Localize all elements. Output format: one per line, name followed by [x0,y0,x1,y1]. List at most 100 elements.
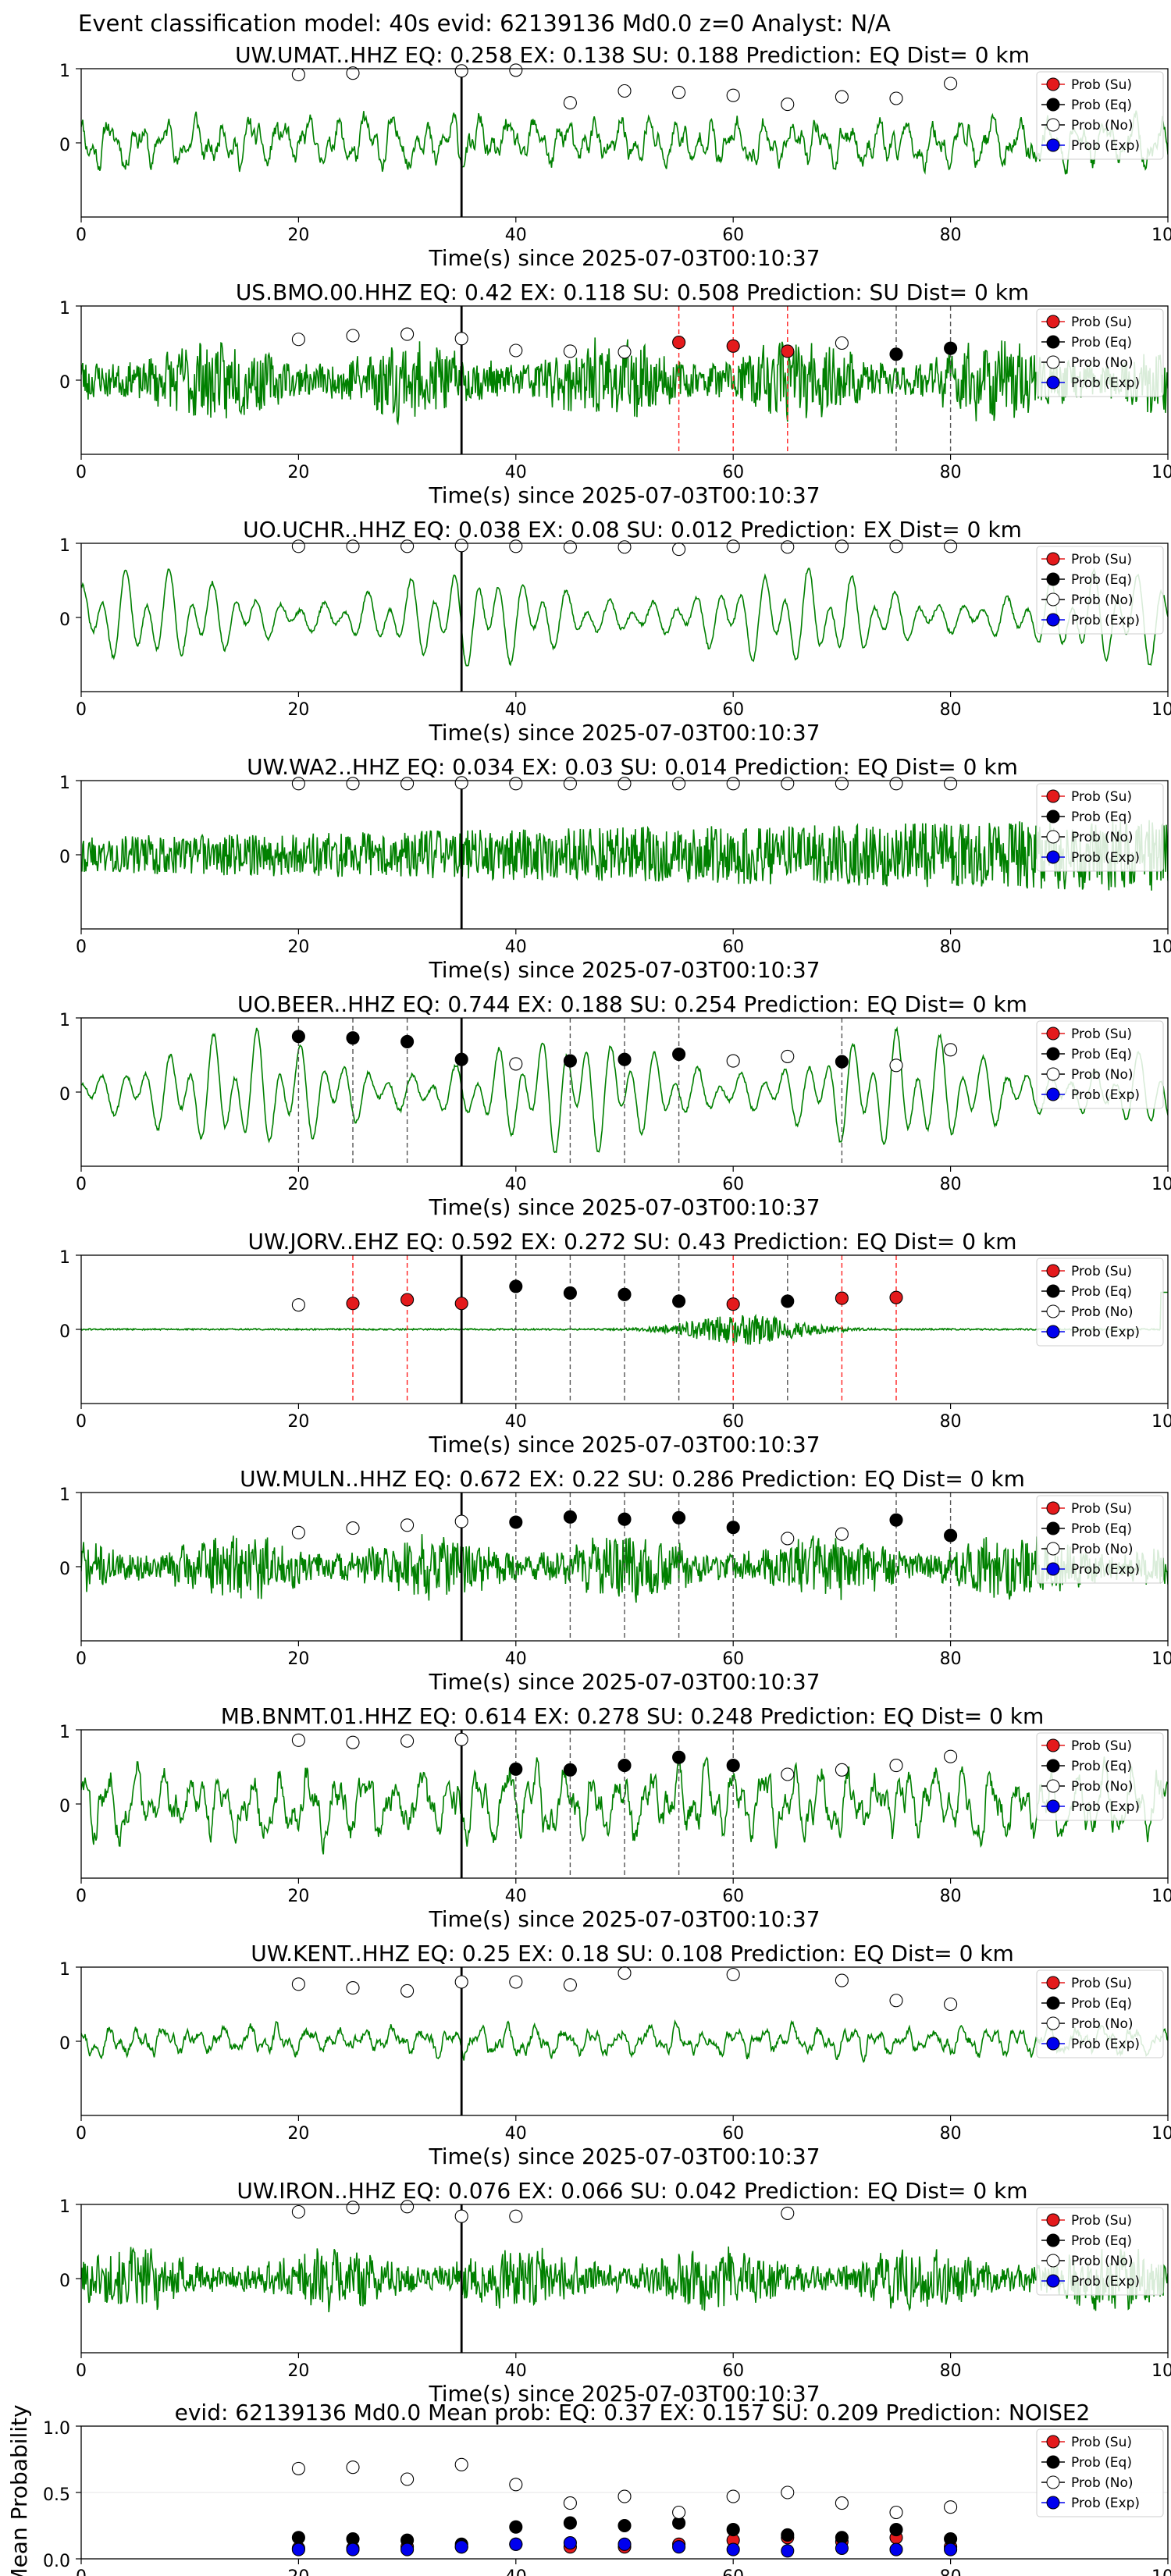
mean-prob-point [726,2489,740,2503]
legend-label: Prob (No) [1071,1304,1134,1320]
legend-label: Prob (Su) [1071,1738,1132,1754]
legend-label: Prob (Su) [1071,552,1132,568]
legend-frame [1036,2428,1164,2517]
station-panel: UW.UMAT..HHZ EQ: 0.258 EX: 0.138 SU: 0.1… [59,42,1171,271]
legend-label: Prob (Exp) [1071,2037,1140,2052]
prob-point [672,777,686,791]
prob-point [400,327,415,341]
legend-label: Prob (Eq) [1071,2233,1132,2249]
x-tick-label: 60 [722,1649,744,1669]
legend: Prob (Su) Prob (Eq) Prob (No) Prob (Exp) [1036,783,1164,872]
mean-prob-point [509,2478,523,2492]
y-tick-label: 0 [59,1322,70,1342]
mean-prob-point [509,2520,523,2534]
panel-title: UO.UCHR..HHZ EQ: 0.038 EX: 0.08 SU: 0.01… [243,517,1022,543]
mean-prob-point [944,2500,958,2514]
legend-label: Prob (No) [1071,2016,1134,2032]
prob-point [400,1034,415,1048]
legend-label: Prob (Eq) [1071,98,1132,113]
prob-point [346,66,360,80]
legend-marker [1046,2496,1060,2510]
legend-frame [1036,1020,1164,1109]
prob-point [509,1515,523,1529]
panel-title: US.BMO.00.HHZ EQ: 0.42 EX: 0.118 SU: 0.5… [236,279,1029,305]
legend-label: Prob (No) [1071,1542,1134,1557]
prob-point [400,2200,415,2214]
x-tick-label: 100 [1151,1887,1171,1906]
legend-label: Prob (Exp) [1071,613,1140,628]
prob-point [835,1763,849,1777]
legend-marker [1046,1562,1060,1576]
prob-point [563,1286,577,1300]
prob-point [509,343,523,358]
prob-point [509,1057,523,1071]
legend-label: Prob (Exp) [1071,138,1140,154]
legend-label: Prob (No) [1071,2475,1134,2491]
x-tick-label: 20 [287,2124,309,2144]
panel-title: UW.WA2..HHZ EQ: 0.034 EX: 0.03 SU: 0.014… [247,754,1018,780]
panel-title: UW.UMAT..HHZ EQ: 0.258 EX: 0.138 SU: 0.1… [235,42,1030,68]
prob-point [509,539,523,553]
mean-prob-point [726,2542,740,2556]
waveform-line [81,110,1168,175]
legend-marker [1046,375,1060,390]
x-axis-label: Time(s) since 2025-07-03T00:10:37 [428,2144,820,2169]
legend-frame [1036,1969,1164,2058]
prob-point [346,329,360,343]
waveform-line [81,820,1168,891]
mean-prob-point [346,2542,360,2556]
prob-point [291,1977,305,1991]
prob-point [889,1994,903,2008]
x-tick-label: 0 [76,1887,87,1906]
x-tick-label: 60 [722,1887,744,1906]
legend-label: Prob (Su) [1071,77,1132,93]
legend-label: Prob (Eq) [1071,1759,1132,1774]
prob-point [563,1763,577,1777]
mean-prob-point [400,2472,415,2486]
panel-title: UW.KENT..HHZ EQ: 0.25 EX: 0.18 SU: 0.108… [251,1941,1014,1966]
prob-point [291,1525,305,1539]
legend: Prob (Su) Prob (Eq) Prob (No) Prob (Exp) [1036,1020,1164,1109]
x-tick-label: 40 [505,938,527,957]
legend-label: Prob (Su) [1071,1501,1132,1517]
y-tick-label: 1 [59,62,70,81]
legend: Prob (Su) Prob (Eq) Prob (No) Prob (Exp) [1036,308,1164,397]
x-tick-label: 40 [505,463,527,482]
station-panel: UW.KENT..HHZ EQ: 0.25 EX: 0.18 SU: 0.108… [59,1941,1171,2169]
mean-prob-point [944,2542,958,2556]
waveform-line [81,567,1168,667]
x-tick-label: 0 [76,1649,87,1669]
x-tick-label: 0 [76,1412,87,1432]
mean-prob-point [835,2541,849,2555]
mean-prob-point [509,2537,523,2551]
mean-prob-point [781,2528,795,2542]
series-eq [291,2516,958,2551]
mean-prob-point [835,2496,849,2510]
x-axis-label: Time(s) since 2025-07-03T00:10:37 [428,720,820,745]
legend-marker [1046,809,1060,824]
x-tick-label: 80 [940,1887,962,1906]
station-panel: UW.MULN..HHZ EQ: 0.672 EX: 0.22 SU: 0.28… [59,1466,1171,1695]
legend-label: Prob (No) [1071,118,1134,133]
legend-marker [1046,830,1060,844]
mean-prob-point [781,2544,795,2558]
x-tick-label: 20 [287,463,309,482]
x-tick-label: 0 [76,2567,87,2576]
x-tick-label: 60 [722,700,744,720]
legend-frame [1036,783,1164,872]
prob-point [781,1767,795,1781]
prob-point [400,1293,415,1307]
station-panel: UW.JORV..EHZ EQ: 0.592 EX: 0.272 SU: 0.4… [59,1229,1171,1457]
prob-point [672,1750,686,1764]
prob-point [454,539,468,553]
prob-point [889,347,903,361]
legend-marker [1046,1047,1060,1061]
prob-point [454,1732,468,1746]
mean-prob-point [618,2537,632,2551]
y-tick-label: 1 [59,299,70,318]
y-tick-label: 1 [59,1485,70,1505]
legend-label: Prob (No) [1071,355,1134,371]
prob-point [454,2209,468,2223]
prob-point [400,1518,415,1532]
x-tick-label: 0 [76,1175,87,1194]
